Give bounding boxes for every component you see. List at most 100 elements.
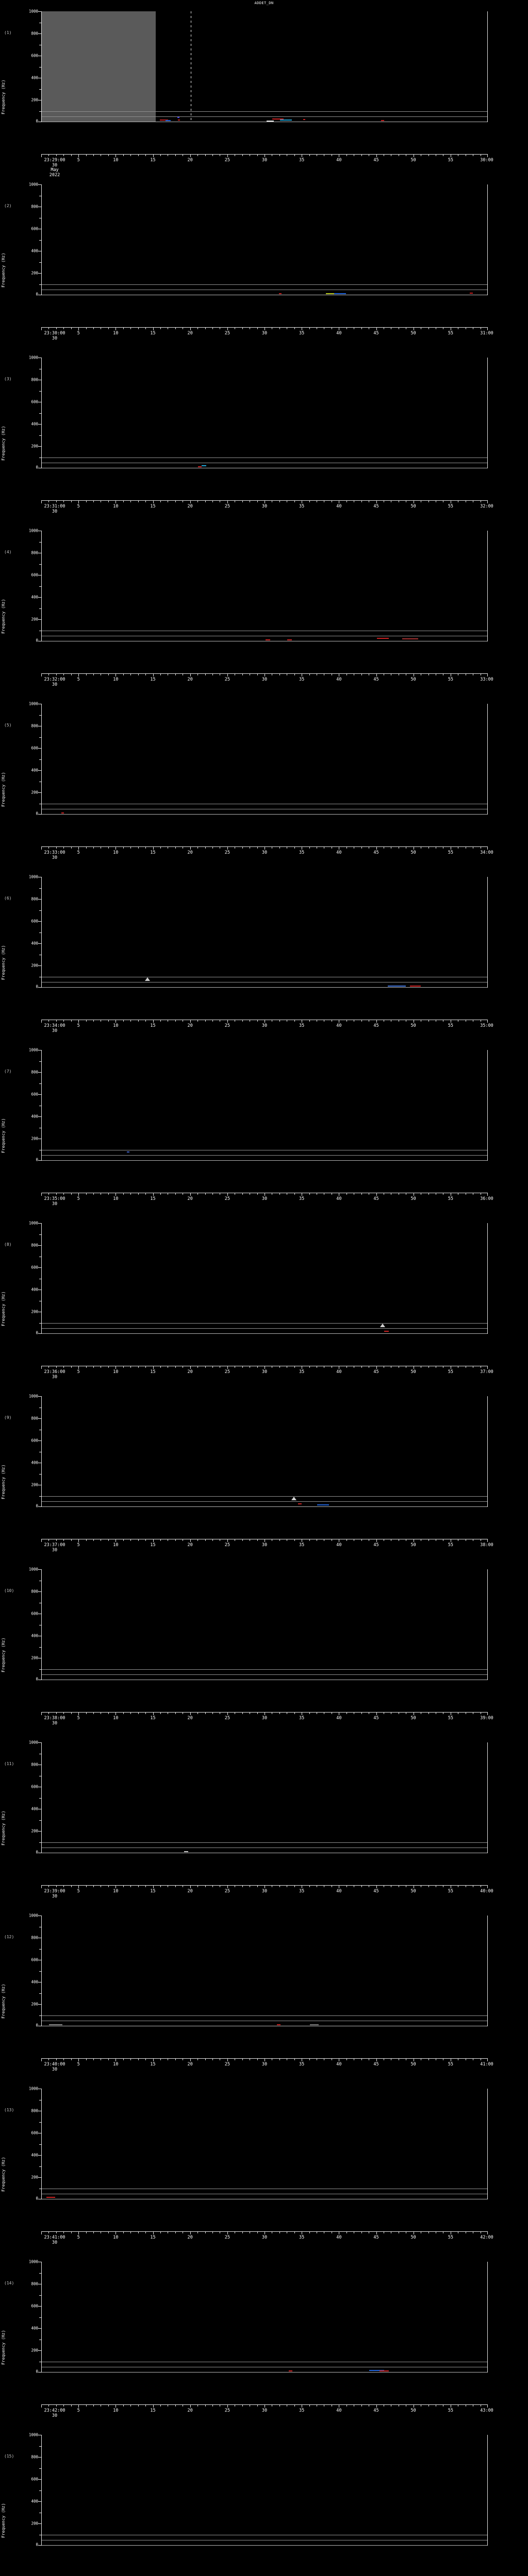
detection-marker[interactable] — [184, 1851, 189, 1852]
plot-canvas — [42, 184, 487, 295]
detection-marker[interactable] — [287, 639, 292, 641]
detection-marker[interactable] — [202, 465, 206, 467]
spectrogram-plot-area[interactable] — [41, 1050, 488, 1161]
spectrogram-plot-area[interactable] — [41, 11, 488, 122]
detection-marker[interactable] — [410, 985, 421, 987]
y-axis-tick-label: 0 — [36, 118, 38, 124]
detection-marker[interactable] — [46, 2197, 55, 2198]
detection-marker[interactable] — [303, 118, 305, 120]
y-axis-tick-label: 200 — [31, 2521, 38, 2526]
x-axis-tick — [48, 328, 50, 329]
detection-marker[interactable] — [309, 2024, 319, 2025]
y-axis-tick-label: 400 — [31, 1806, 38, 1811]
x-axis-tick — [160, 1366, 161, 1368]
spectrogram-panel[interactable]: (11) Frequency (Hz) 0 200 400 600 800 1000 5 10 15… — [0, 1740, 528, 1916]
spectrogram-panel[interactable]: (4) Frequency (Hz) 0 200 400 600 800 1000 5 10 15 2… — [0, 529, 528, 704]
spectrogram-panel[interactable]: (7) Frequency (Hz) 0 200 400 600 800 1000 5 10 15 2… — [0, 1048, 528, 1223]
detection-marker[interactable] — [317, 1504, 329, 1506]
detection-marker[interactable] — [277, 2024, 281, 2026]
spectrogram-plot-area[interactable] — [41, 2435, 488, 2546]
reference-gridline — [42, 1155, 487, 1156]
detection-marker[interactable] — [298, 1503, 302, 1505]
spectrogram-panel[interactable]: (14) Frequency (Hz) 0 200 400 600 800 1000 5 10 15… — [0, 2260, 528, 2435]
plot-canvas — [42, 1223, 487, 1334]
detection-marker[interactable] — [165, 120, 171, 121]
detection-marker[interactable] — [177, 117, 179, 118]
x-axis-tick — [56, 1713, 57, 1714]
spectrogram-panel[interactable]: (8) Frequency (Hz) 0 200 400 600 800 1000 5 10 15 2… — [0, 1221, 528, 1396]
x-axis-tick-label: 50 — [410, 850, 416, 855]
spectrogram-plot-area[interactable] — [41, 704, 488, 815]
reference-gridline — [42, 1323, 487, 1324]
detection-marker[interactable] — [469, 293, 473, 294]
detection-marker[interactable] — [160, 120, 169, 121]
panel-index-label: (7) — [4, 1069, 12, 1074]
spectrogram-panel[interactable]: (5) Frequency (Hz) 0 200 400 600 800 1000 5 10 15 2… — [0, 702, 528, 877]
x-axis-end-time-label: 35:00 — [480, 1023, 493, 1028]
x-axis-tick-label: 35 — [299, 850, 305, 855]
y-axis-tick-label: 200 — [31, 963, 38, 968]
spectrogram-plot-area[interactable] — [41, 1223, 488, 1334]
x-axis-tick — [227, 2405, 228, 2408]
spectrogram-plot-area[interactable] — [41, 1742, 488, 1853]
spectrogram-plot-area[interactable] — [41, 1396, 488, 1507]
event-triangle-marker[interactable] — [291, 1497, 297, 1501]
spectrogram-panel[interactable]: (13) Frequency (Hz) 0 200 400 600 800 1000 5 10 15… — [0, 2087, 528, 2262]
spectrogram-panel[interactable]: (15)Frequency (Hz)0200400600800100051015… — [0, 2433, 528, 2576]
spectrogram-panel[interactable]: (1) Frequency (Hz) 0 200 400 600 800 1000 5 10 15 2… — [0, 9, 528, 184]
spectrogram-plot-area[interactable] — [41, 1916, 488, 2026]
spectrogram-plot-area[interactable] — [41, 531, 488, 641]
spectrogram-plot-area[interactable] — [41, 358, 488, 468]
spectrogram-panel[interactable]: (10) Frequency (Hz) 0 200 400 600 800 1000 5 10 15… — [0, 1567, 528, 1742]
detection-marker[interactable] — [380, 2370, 389, 2371]
detection-marker[interactable] — [272, 118, 284, 120]
detection-marker[interactable] — [266, 639, 271, 640]
x-axis-tick — [78, 501, 79, 503]
y-axis-tick-label: 200 — [31, 1309, 38, 1314]
spectrogram-plot-area[interactable] — [41, 2089, 488, 2199]
x-axis-tick-label: 40 — [336, 1543, 342, 1548]
detection-marker[interactable] — [376, 638, 389, 639]
detection-marker[interactable] — [178, 119, 180, 121]
detection-marker[interactable] — [381, 120, 384, 122]
detection-marker[interactable] — [279, 293, 282, 294]
detection-marker[interactable] — [402, 638, 419, 640]
spectrogram-plot-area[interactable] — [41, 2262, 488, 2372]
spectrogram-panel[interactable]: (9) Frequency (Hz) 0 200 400 600 800 1000 5 10 15 2… — [0, 1394, 528, 1569]
detection-marker[interactable] — [326, 293, 337, 294]
spectrogram-panel[interactable]: (2) Frequency (Hz) 0 200 400 600 800 1000 5 10 15 2… — [0, 182, 528, 358]
detection-marker[interactable] — [279, 120, 292, 121]
detection-marker[interactable] — [266, 120, 274, 122]
spectrogram-panel[interactable]: (6) Frequency (Hz) 0 200 400 600 800 1000 5 10 15 2… — [0, 875, 528, 1050]
panel-index-label: (3) — [4, 376, 12, 381]
detection-marker[interactable] — [289, 2370, 293, 2371]
x-axis-tick — [428, 2059, 429, 2060]
x-axis-tick — [227, 2232, 228, 2234]
x-axis-tick — [93, 1366, 94, 1368]
event-triangle-marker[interactable] — [380, 1324, 386, 1328]
detection-marker[interactable] — [388, 985, 406, 987]
x-axis-tick-label: 45 — [373, 1196, 379, 1201]
detection-marker[interactable] — [126, 1151, 130, 1153]
panel-index-label: (5) — [4, 722, 12, 727]
x-axis-tick — [227, 674, 228, 676]
y-axis-minor-tick — [39, 240, 41, 241]
spectrogram-panel[interactable]: (12) Frequency (Hz) 0 200 400 600 800 1000 5 10 15… — [0, 1913, 528, 2089]
plot-baseline — [42, 1160, 487, 1161]
detection-marker[interactable] — [198, 466, 202, 468]
x-axis-tick-label: 55 — [448, 850, 453, 855]
x-axis-tick — [63, 328, 64, 329]
spectrogram-plot-area[interactable] — [41, 877, 488, 988]
y-axis-minor-tick — [39, 2490, 41, 2491]
detection-marker[interactable] — [369, 2370, 384, 2371]
x-axis-tick — [487, 1886, 488, 1888]
detection-marker[interactable] — [49, 2024, 63, 2025]
detection-marker[interactable] — [334, 293, 346, 295]
y-axis-tick-label: 0 — [36, 1330, 38, 1335]
detection-marker[interactable] — [384, 1331, 389, 1332]
spectrogram-panel[interactable]: (3) Frequency (Hz) 0 200 400 600 800 1000 5 10 15 2… — [0, 355, 528, 531]
event-triangle-marker[interactable] — [144, 977, 150, 981]
spectrogram-plot-area[interactable] — [41, 184, 488, 295]
spectrogram-plot-area[interactable] — [41, 1569, 488, 1680]
detection-marker[interactable] — [61, 812, 64, 814]
